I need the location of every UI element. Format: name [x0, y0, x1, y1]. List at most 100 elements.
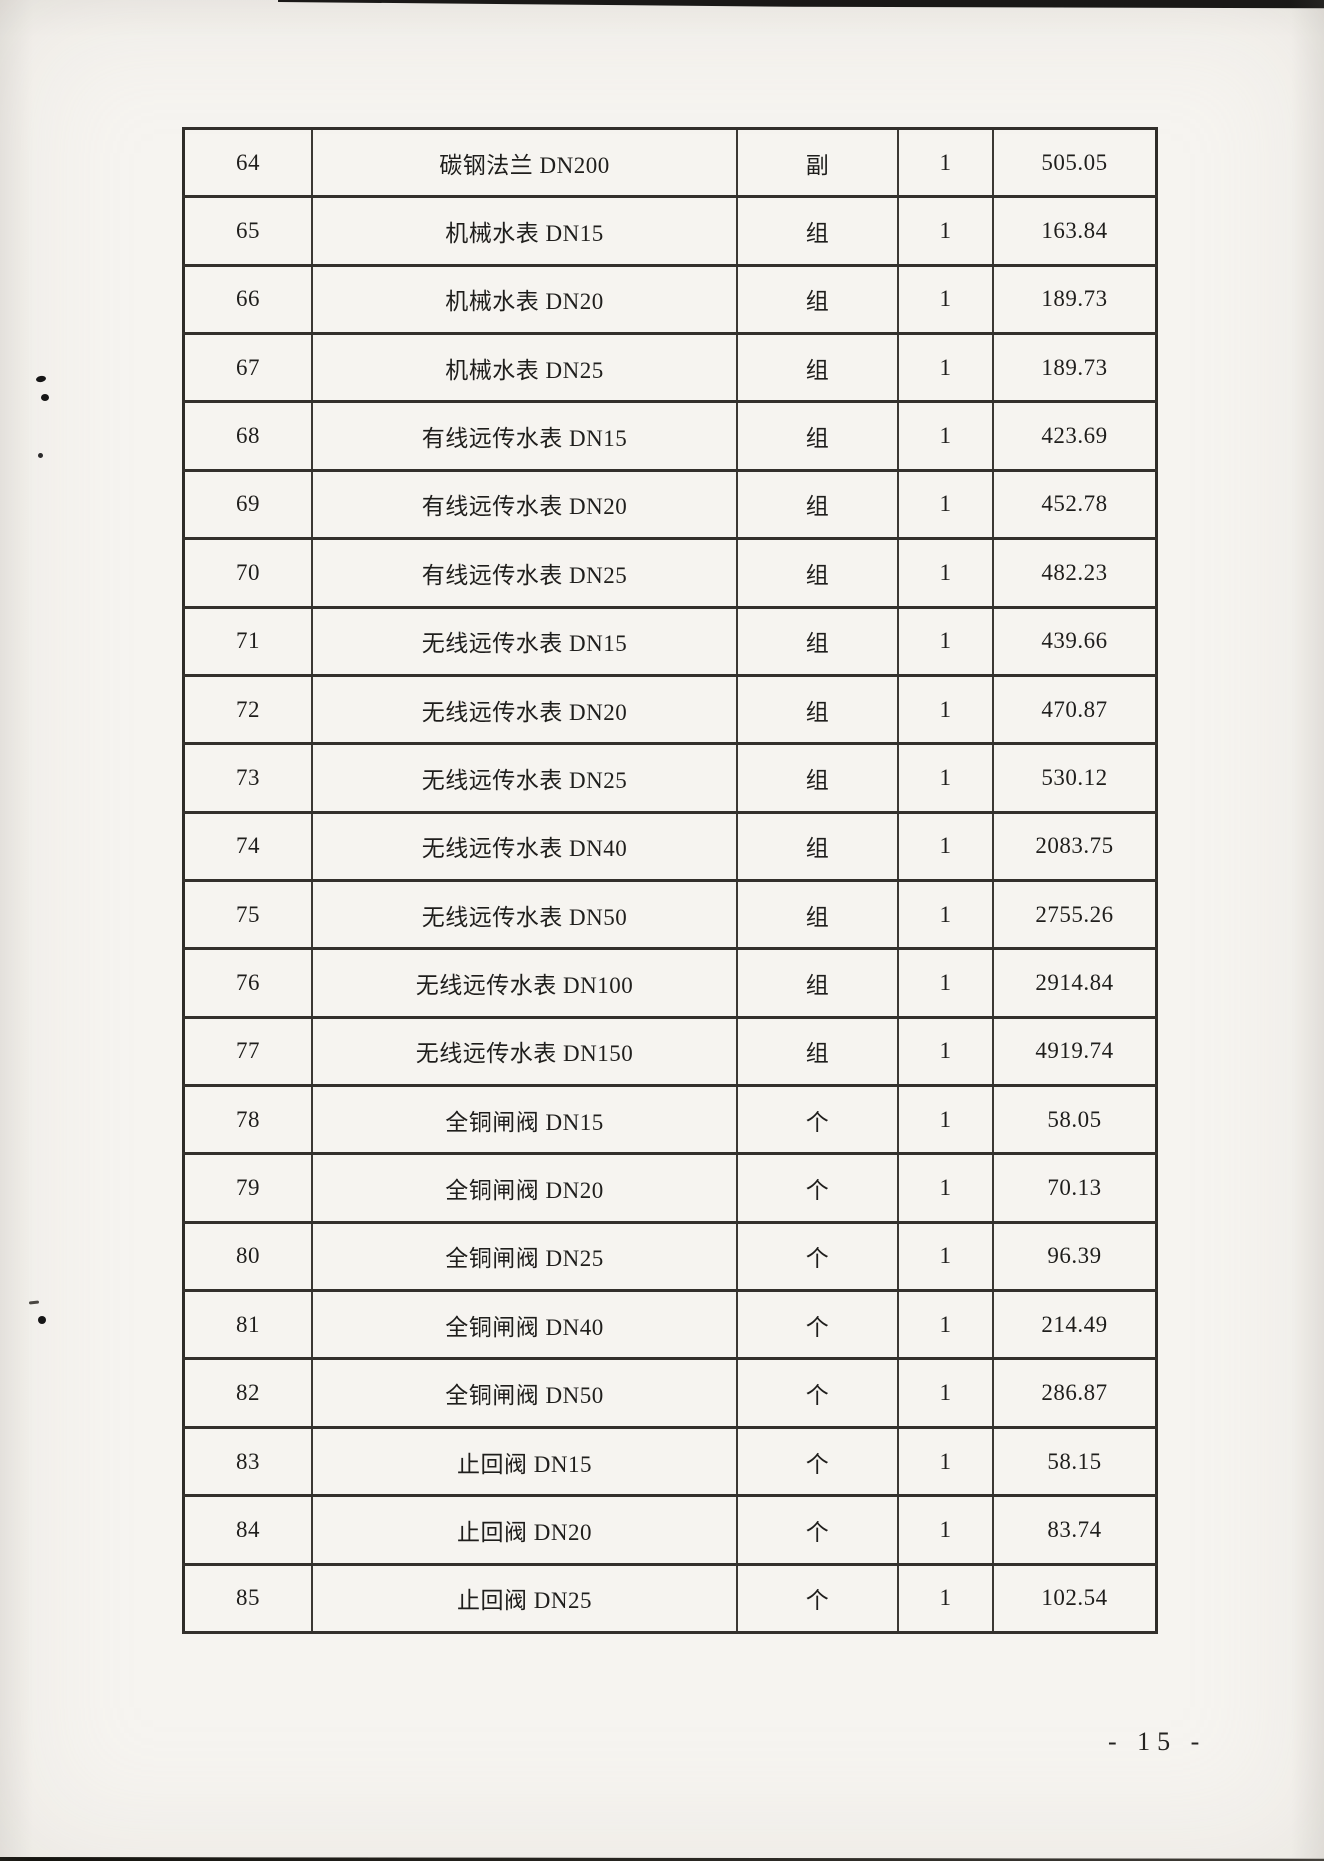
- table-row: 79 全铜闸阀 DN20 个 1 70.13: [182, 1152, 1158, 1224]
- table-row: 69 有线远传水表 DN20 组 1 452.78: [182, 468, 1158, 541]
- item-name-cell: 无线远传水表 DN15: [311, 605, 738, 677]
- item-name-cell: 无线远传水表 DN100: [311, 947, 738, 1019]
- item-name-cell: 机械水表 DN15: [311, 195, 738, 267]
- quantity-cell: 1: [897, 195, 994, 267]
- row-number-cell: 69: [182, 468, 313, 541]
- unit-cell: 个: [736, 1084, 899, 1156]
- unit-cell: 组: [736, 468, 899, 541]
- unit-cell: 个: [736, 1220, 899, 1293]
- scan-speckle: [28, 1300, 40, 1305]
- unit-cell: 组: [736, 742, 899, 814]
- item-name-cell: 全铜闸阀 DN50: [311, 1357, 738, 1429]
- unit-cell: 个: [736, 1425, 899, 1498]
- price-cell: 482.23: [992, 537, 1158, 609]
- quantity-cell: 1: [897, 537, 994, 609]
- unit-cell: 组: [736, 1015, 899, 1088]
- item-name-cell: 止回阀 DN15: [311, 1425, 738, 1498]
- quantity-cell: 1: [897, 1425, 994, 1498]
- table-row: 77 无线远传水表 DN150 组 1 4919.74: [182, 1015, 1158, 1088]
- scan-speckle: [35, 375, 47, 383]
- price-table-body: 64 碳钢法兰 DN200 副 1 505.05 65 机械水表 DN15 组 1 163.84 6…: [182, 126, 1158, 1635]
- item-name-cell: 全铜闸阀 DN25: [311, 1220, 738, 1293]
- price-cell: 423.69: [992, 400, 1158, 472]
- row-number-cell: 78: [182, 1084, 313, 1156]
- row-number-cell: 75: [182, 878, 313, 951]
- item-name-cell: 有线远传水表 DN25: [311, 537, 738, 609]
- quantity-cell: 1: [897, 947, 994, 1019]
- unit-cell: 组: [736, 332, 899, 404]
- quantity-cell: 1: [897, 605, 994, 677]
- price-cell: 530.12: [992, 742, 1158, 814]
- item-name-cell: 无线远传水表 DN20: [311, 673, 738, 746]
- unit-cell: 组: [736, 263, 899, 336]
- unit-cell: 副: [736, 126, 899, 199]
- table-row: 66 机械水表 DN20 组 1 189.73: [182, 263, 1158, 336]
- unit-cell: 个: [736, 1494, 899, 1566]
- row-number-cell: 66: [182, 263, 313, 336]
- table-row: 76 无线远传水表 DN100 组 1 2914.84: [182, 947, 1158, 1019]
- quantity-cell: 1: [897, 810, 994, 882]
- unit-cell: 组: [736, 605, 899, 677]
- price-cell: 189.73: [992, 332, 1158, 404]
- page-number: - 15 -: [1108, 1727, 1207, 1756]
- quantity-cell: 1: [897, 1084, 994, 1156]
- item-name-cell: 全铜闸阀 DN20: [311, 1152, 738, 1224]
- table-row: 71 无线远传水表 DN15 组 1 439.66: [182, 605, 1158, 677]
- row-number-cell: 65: [182, 195, 313, 267]
- table-row: 75 无线远传水表 DN50 组 1 2755.26: [182, 878, 1158, 951]
- quantity-cell: 1: [897, 263, 994, 336]
- table-row: 82 全铜闸阀 DN50 个 1 286.87: [182, 1357, 1158, 1429]
- item-name-cell: 有线远传水表 DN15: [311, 400, 738, 472]
- quantity-cell: 1: [897, 1152, 994, 1224]
- price-table: 64 碳钢法兰 DN200 副 1 505.05 65 机械水表 DN15 组 1 163.84 6…: [182, 126, 1158, 1635]
- price-cell: 189.73: [992, 263, 1158, 336]
- table-row: 80 全铜闸阀 DN25 个 1 96.39: [182, 1220, 1158, 1293]
- scan-edge-bottom: [0, 1857, 1324, 1861]
- item-name-cell: 全铜闸阀 DN15: [311, 1084, 738, 1156]
- table-row: 70 有线远传水表 DN25 组 1 482.23: [182, 537, 1158, 609]
- table-row: 65 机械水表 DN15 组 1 163.84: [182, 195, 1158, 267]
- row-number-cell: 77: [182, 1015, 313, 1088]
- scan-speckle: [41, 394, 49, 401]
- table-row: 72 无线远传水表 DN20 组 1 470.87: [182, 673, 1158, 746]
- row-number-cell: 76: [182, 947, 313, 1019]
- table-row: 64 碳钢法兰 DN200 副 1 505.05: [182, 126, 1158, 199]
- price-cell: 2755.26: [992, 878, 1158, 951]
- quantity-cell: 1: [897, 1220, 994, 1293]
- price-cell: 2914.84: [992, 947, 1158, 1019]
- row-number-cell: 81: [182, 1289, 313, 1361]
- unit-cell: 个: [736, 1357, 899, 1429]
- table-row: 78 全铜闸阀 DN15 个 1 58.05: [182, 1084, 1158, 1156]
- price-cell: 4919.74: [992, 1015, 1158, 1088]
- price-cell: 58.15: [992, 1425, 1158, 1498]
- item-name-cell: 止回阀 DN25: [311, 1562, 738, 1635]
- quantity-cell: 1: [897, 673, 994, 746]
- item-name-cell: 机械水表 DN25: [311, 332, 738, 404]
- price-cell: 286.87: [992, 1357, 1158, 1429]
- scan-speckle: [38, 1316, 46, 1324]
- price-cell: 163.84: [992, 195, 1158, 267]
- price-cell: 102.54: [992, 1562, 1158, 1635]
- price-cell: 439.66: [992, 605, 1158, 677]
- row-number-cell: 84: [182, 1494, 313, 1566]
- price-cell: 70.13: [992, 1152, 1158, 1224]
- row-number-cell: 82: [182, 1357, 313, 1429]
- item-name-cell: 无线远传水表 DN40: [311, 810, 738, 882]
- row-number-cell: 68: [182, 400, 313, 472]
- quantity-cell: 1: [897, 126, 994, 199]
- quantity-cell: 1: [897, 1289, 994, 1361]
- unit-cell: 组: [736, 673, 899, 746]
- price-cell: 83.74: [992, 1494, 1158, 1566]
- row-number-cell: 70: [182, 537, 313, 609]
- unit-cell: 个: [736, 1289, 899, 1361]
- table-row: 67 机械水表 DN25 组 1 189.73: [182, 332, 1158, 404]
- item-name-cell: 无线远传水表 DN150: [311, 1015, 738, 1088]
- item-name-cell: 全铜闸阀 DN40: [311, 1289, 738, 1361]
- price-cell: 2083.75: [992, 810, 1158, 882]
- quantity-cell: 1: [897, 1015, 994, 1088]
- quantity-cell: 1: [897, 1357, 994, 1429]
- row-number-cell: 79: [182, 1152, 313, 1224]
- item-name-cell: 无线远传水表 DN50: [311, 878, 738, 951]
- price-cell: 214.49: [992, 1289, 1158, 1361]
